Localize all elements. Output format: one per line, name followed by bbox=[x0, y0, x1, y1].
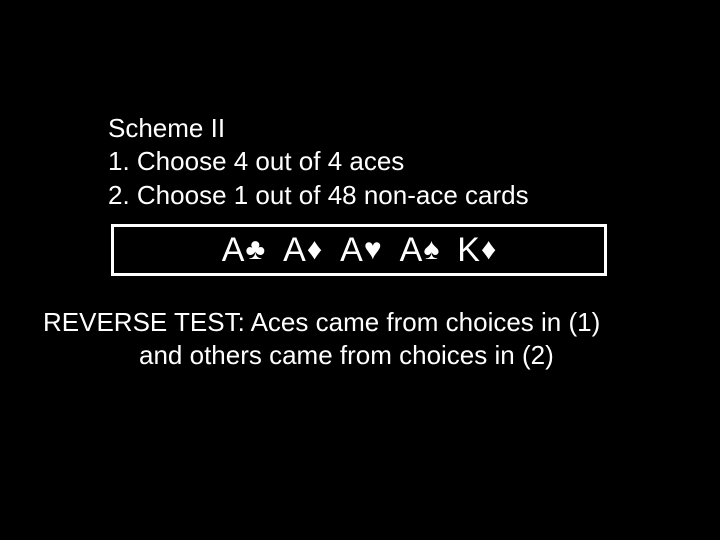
card-rank: K bbox=[457, 231, 479, 270]
card-rank: A bbox=[400, 231, 422, 270]
card-rank: A bbox=[340, 231, 362, 270]
scheme-block: Scheme II 1. Choose 4 out of 4 aces 2. C… bbox=[108, 112, 529, 212]
diamond-icon: ♦ bbox=[481, 235, 496, 265]
card-rank: A bbox=[222, 231, 244, 270]
heart-icon: ♥ bbox=[364, 235, 382, 265]
slide: Scheme II 1. Choose 4 out of 4 aces 2. C… bbox=[0, 0, 720, 540]
card-ace-clubs: A ♣ bbox=[222, 231, 265, 270]
scheme-title: Scheme II bbox=[108, 112, 529, 145]
card-ace-hearts: A ♥ bbox=[340, 231, 382, 270]
reverse-test-block: REVERSE TEST: Aces came from choices in … bbox=[43, 306, 600, 373]
card-ace-spades: A ♠ bbox=[400, 231, 440, 270]
scheme-step-1: 1. Choose 4 out of 4 aces bbox=[108, 145, 529, 178]
cards-box: A ♣ A ♦ A ♥ A ♠ K ♦ bbox=[111, 224, 607, 276]
diamond-icon: ♦ bbox=[307, 235, 322, 265]
reverse-line-1: REVERSE TEST: Aces came from choices in … bbox=[43, 306, 600, 339]
card-ace-diamonds: A ♦ bbox=[283, 231, 322, 270]
card-king-diamonds: K ♦ bbox=[457, 231, 496, 270]
scheme-step-2: 2. Choose 1 out of 48 non-ace cards bbox=[108, 179, 529, 212]
reverse-line-2: and others came from choices in (2) bbox=[139, 339, 600, 372]
club-icon: ♣ bbox=[245, 235, 265, 265]
spade-icon: ♠ bbox=[423, 235, 439, 265]
card-rank: A bbox=[283, 231, 305, 270]
